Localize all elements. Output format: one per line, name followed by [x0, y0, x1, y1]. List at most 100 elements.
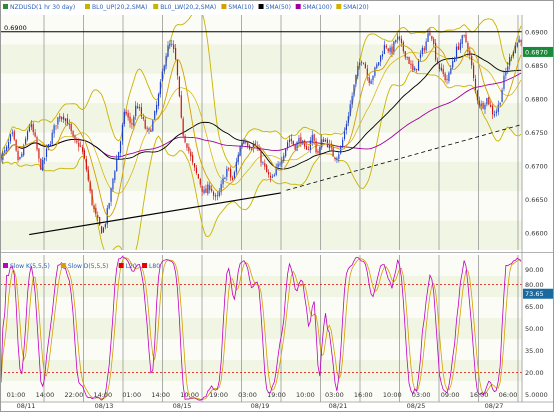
legend-entry-label: SMA(100)	[303, 4, 332, 11]
price-legend: NZDUSD(1 hr 30 day) BL0_UP(20,2,SMA) BL0_L…	[3, 4, 369, 11]
stochastic-panel[interactable]	[0, 255, 522, 401]
candle-body	[11, 132, 13, 134]
candle-body	[203, 189, 205, 194]
candle-body	[254, 143, 256, 146]
candle-body	[476, 90, 478, 101]
candle-body	[345, 124, 348, 130]
candle-body	[423, 48, 425, 51]
candle-body	[49, 143, 51, 146]
candle-body	[61, 117, 63, 120]
candle-body	[6, 146, 8, 151]
price-panel[interactable]	[0, 8, 522, 263]
candle-body	[416, 68, 418, 70]
candle-body	[13, 131, 15, 140]
price-axis-tick-label: 0.6850	[525, 62, 548, 70]
time-axis-tick-label: 14:00	[93, 391, 112, 399]
slow-k-line	[0, 255, 522, 401]
candle-body	[123, 111, 125, 125]
candle-body	[74, 136, 76, 141]
price-band	[0, 103, 522, 133]
candle-body	[446, 78, 448, 80]
time-axis-tick-label: 10:00	[180, 391, 199, 399]
candle-body	[173, 44, 175, 50]
support-trendline	[29, 192, 281, 236]
candle-body	[100, 226, 103, 234]
candle-body	[247, 142, 249, 147]
band-icon	[153, 4, 159, 9]
candle-body	[64, 118, 67, 121]
candle-body	[368, 76, 370, 83]
stochastic-legend: Slow K(5,5,5) Slow D(5,5,5) L20 L80	[3, 263, 160, 270]
candle-body	[228, 168, 230, 169]
candle-icon	[3, 4, 8, 9]
candle-body	[395, 39, 397, 43]
candle-body	[271, 176, 273, 178]
legend-entry-label: Slow D(5,5,5)	[68, 263, 109, 270]
price-band	[0, 15, 522, 45]
candle-body	[214, 195, 217, 197]
candle-body	[116, 159, 118, 172]
candle-body	[233, 172, 236, 179]
candle-body	[366, 68, 368, 77]
candle-body	[307, 149, 310, 151]
candle-body	[286, 142, 289, 148]
stochastic-band	[0, 297, 522, 318]
current-price-tag	[523, 46, 554, 57]
candle-body	[473, 65, 475, 78]
candle-body	[66, 118, 68, 126]
candle-body	[201, 185, 203, 192]
candle-body	[455, 46, 458, 58]
candle-body	[313, 134, 315, 141]
slow-d-line	[0, 257, 522, 401]
candle-body	[480, 103, 482, 107]
legend-entry-label: Slow K(5,5,5)	[10, 263, 50, 270]
date-axis-label: 08/13	[95, 402, 114, 410]
candle-body	[114, 171, 116, 180]
candle-body	[169, 43, 171, 46]
candle-body	[144, 119, 146, 129]
candle-body	[17, 151, 19, 161]
candle-body	[353, 84, 355, 96]
time-axis-tick-label: 14:00	[151, 391, 170, 399]
price-band	[0, 73, 522, 104]
candle-body	[256, 145, 258, 149]
candle-body	[51, 132, 53, 144]
candle-body	[95, 207, 97, 214]
stochastic-band	[0, 360, 522, 381]
candle-body	[385, 45, 387, 48]
main-panel-bands	[0, 15, 522, 250]
candle-body	[264, 163, 266, 167]
candle-body	[53, 125, 55, 134]
time-axis-tick-label: 16:00	[470, 391, 489, 399]
candle-body	[304, 140, 306, 147]
candle-body	[296, 142, 298, 151]
candle-body	[231, 177, 234, 180]
candle-body	[431, 35, 433, 40]
candle-body	[30, 124, 32, 128]
candle-body	[461, 35, 463, 45]
candle-body	[108, 202, 110, 209]
candle-body	[309, 140, 311, 150]
candle-body	[40, 158, 42, 170]
candle-body	[195, 167, 198, 174]
candle-body	[97, 215, 99, 219]
candle-body	[277, 163, 279, 167]
candle-body	[275, 168, 277, 175]
candle-body	[137, 106, 139, 109]
candle-body	[305, 146, 308, 150]
candle-body	[357, 66, 359, 77]
candle-body	[118, 151, 120, 160]
time-axis-tick-label: 03:00	[325, 391, 344, 399]
date-axis-label: 08/25	[407, 402, 426, 410]
stochastic-band	[0, 276, 522, 297]
candle-body	[469, 50, 471, 56]
candle-body	[106, 208, 108, 225]
candle-body	[355, 74, 357, 85]
price-axis-tick-label: 0.6750	[525, 129, 548, 137]
candle-body	[323, 139, 325, 143]
candle-body	[55, 125, 57, 127]
candle-body	[140, 107, 143, 117]
date-axis-label: 08/21	[329, 402, 348, 410]
candle-body	[370, 80, 372, 84]
